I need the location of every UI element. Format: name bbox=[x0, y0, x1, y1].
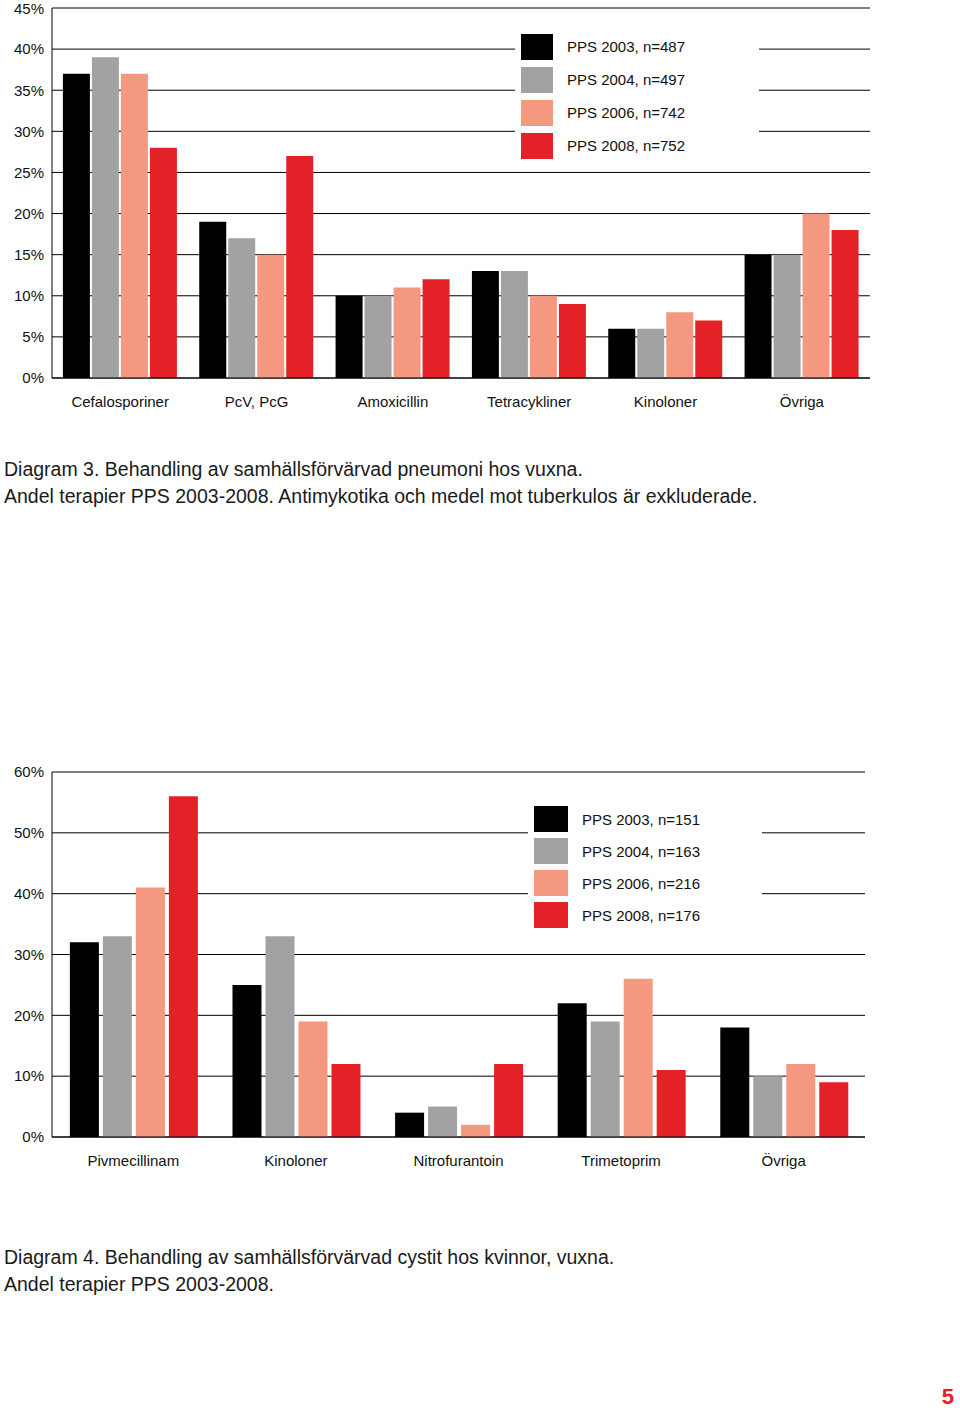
svg-text:Nitrofurantoin: Nitrofurantoin bbox=[413, 1152, 503, 1169]
html-text:5: 5 bbox=[941, 1384, 954, 1409]
svg-text:5%: 5% bbox=[22, 328, 44, 345]
html-text:Andel terapier PPS 2003-2008.: Andel terapier PPS 2003-2008. bbox=[4, 1273, 274, 1295]
svg-text:Amoxicillin: Amoxicillin bbox=[357, 393, 428, 410]
svg-text:Tetracykliner: Tetracykliner bbox=[487, 393, 571, 410]
svg-text:Kinoloner: Kinoloner bbox=[264, 1152, 327, 1169]
html-text:PPS 2004, n=497: PPS 2004, n=497 bbox=[567, 71, 685, 88]
svg-text:15%: 15% bbox=[14, 246, 44, 263]
svg-text:0%: 0% bbox=[22, 1128, 44, 1145]
svg-text:35%: 35% bbox=[14, 82, 44, 99]
html-text:PPS 2006, n=742: PPS 2006, n=742 bbox=[567, 104, 685, 121]
svg-text:50%: 50% bbox=[14, 824, 44, 841]
html-text:Andel terapier PPS 2003-2008.: Andel terapier PPS 2003-2008. Antimykoti… bbox=[4, 485, 758, 507]
svg-text:10%: 10% bbox=[14, 1067, 44, 1084]
svg-text:Cefalosporiner: Cefalosporiner bbox=[71, 393, 169, 410]
html-text:PPS 2003, n=487: PPS 2003, n=487 bbox=[567, 38, 685, 55]
html-text:Diagram 4. Behandling av samhä: Diagram 4. Behandling av samhällsförvärv… bbox=[4, 1246, 615, 1268]
svg-text:Övriga: Övriga bbox=[762, 1152, 807, 1169]
svg-text:30%: 30% bbox=[14, 123, 44, 140]
html-text:PPS 2003, n=151: PPS 2003, n=151 bbox=[582, 810, 700, 828]
svg-text:30%: 30% bbox=[14, 946, 44, 963]
svg-text:10%: 10% bbox=[14, 287, 44, 304]
svg-text:20%: 20% bbox=[14, 1007, 44, 1024]
svg-text:20%: 20% bbox=[14, 205, 44, 222]
svg-text:Pivmecillinam: Pivmecillinam bbox=[87, 1152, 179, 1169]
svg-text:PcV, PcG: PcV, PcG bbox=[225, 393, 289, 410]
html-text:PPS 2006, n=216: PPS 2006, n=216 bbox=[582, 874, 700, 892]
html-text:PPS 2008, n=176: PPS 2008, n=176 bbox=[582, 906, 700, 924]
svg-text:40%: 40% bbox=[14, 885, 44, 902]
html-text:Diagram 3. Behandling av samhä: Diagram 3. Behandling av samhällsförvärv… bbox=[4, 458, 583, 480]
html-text:PPS 2008, n=752: PPS 2008, n=752 bbox=[567, 137, 685, 154]
svg-text:40%: 40% bbox=[14, 40, 44, 57]
svg-text:Övriga: Övriga bbox=[780, 393, 825, 410]
svg-text:Trimetoprim: Trimetoprim bbox=[581, 1152, 660, 1169]
html-text:PPS 2004, n=163: PPS 2004, n=163 bbox=[582, 842, 700, 860]
svg-text:60%: 60% bbox=[14, 763, 44, 780]
svg-text:Kinoloner: Kinoloner bbox=[634, 393, 697, 410]
svg-text:45%: 45% bbox=[14, 0, 44, 17]
svg-text:25%: 25% bbox=[14, 164, 44, 181]
svg-text:0%: 0% bbox=[22, 369, 44, 386]
